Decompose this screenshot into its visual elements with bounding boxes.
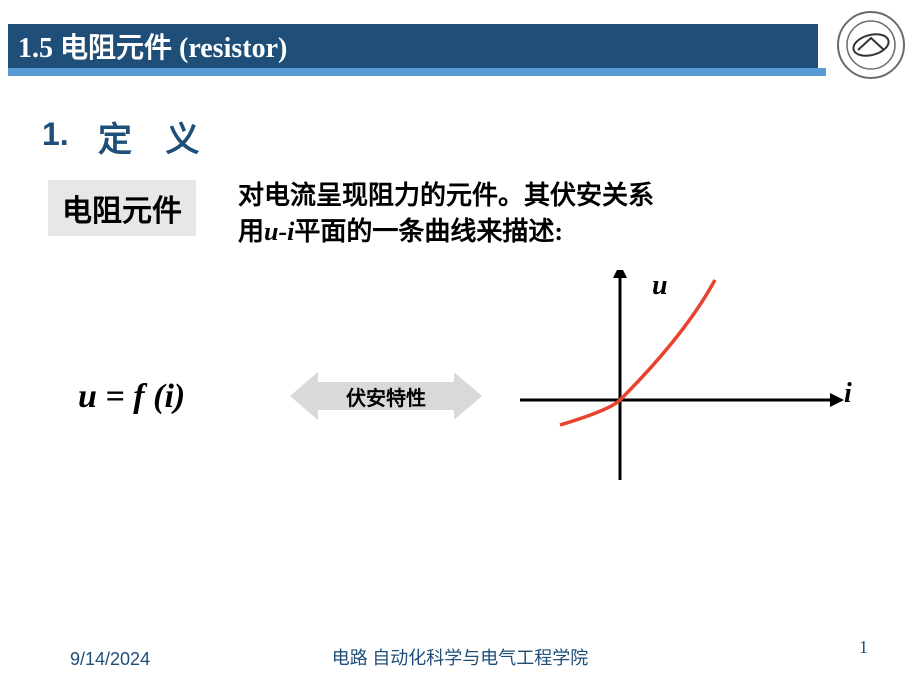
equation: u = f (i): [78, 378, 185, 416]
double-arrow: 伏安特性: [290, 372, 482, 420]
term-box: 电阻元件: [48, 180, 196, 236]
header-title: 1.5 电阻元件 (resistor): [18, 26, 287, 66]
axis-label-i: i: [844, 378, 852, 410]
axis-label-u: u: [652, 270, 668, 302]
arrow-label: 伏安特性: [318, 382, 454, 410]
definition-line2-post: 平面的一条曲线来描述:: [294, 217, 563, 246]
arrow-left-icon: [290, 372, 318, 420]
section-number: 1.: [42, 116, 69, 153]
arrow-right-icon: [454, 372, 482, 420]
definition-line2-pre: 用: [238, 217, 264, 246]
definition-text: 对电流呈现阻力的元件。其伏安关系 用u-i平面的一条曲线来描述:: [238, 178, 788, 251]
university-logo: [836, 10, 906, 80]
footer-center: 电路 自动化科学与电气工程学院: [0, 644, 920, 670]
header-stripe: [8, 68, 826, 76]
vi-curve-chart: [520, 270, 850, 500]
section-title: 定 义: [98, 112, 211, 161]
definition-ui-var: u-i: [264, 217, 294, 246]
header-bar: 1.5 电阻元件 (resistor): [8, 24, 818, 68]
footer-page: 1: [859, 637, 868, 658]
definition-line1: 对电流呈现阻力的元件。其伏安关系: [238, 181, 654, 210]
